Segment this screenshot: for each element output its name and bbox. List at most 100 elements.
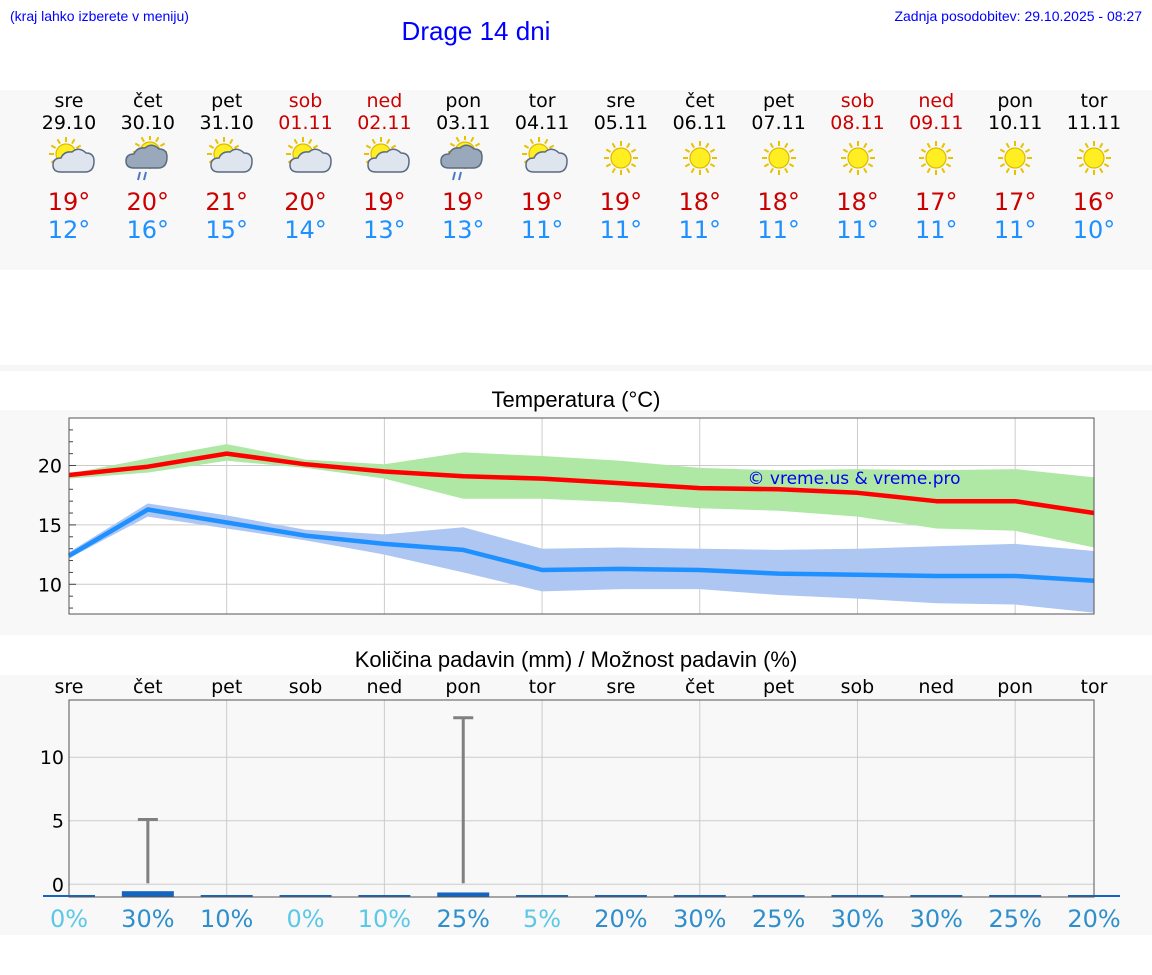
- x-tick-label: ned: [918, 676, 954, 698]
- day-column: pon 03.11 19° 13°: [424, 90, 503, 244]
- day-date: 31.10: [199, 112, 254, 134]
- day-column: čet 30.10 20° 16°: [108, 90, 187, 244]
- sun-cloud-icon: [49, 137, 95, 173]
- sun-cloud-rain-icon: [125, 136, 168, 181]
- max-temperature: 19°: [363, 188, 406, 216]
- min-temperature: 11°: [836, 216, 879, 244]
- day-column: sob 08.11 18° 11°: [818, 90, 897, 244]
- sun-icon: [761, 141, 796, 175]
- day-date: 29.10: [41, 112, 97, 134]
- max-temperature-line: [68, 451, 1095, 516]
- day-date: 02.11: [357, 112, 412, 134]
- precipitation-bar: [437, 892, 490, 897]
- x-tick-label: ned: [366, 676, 402, 698]
- y-tick-label: 10: [40, 747, 64, 769]
- day-name: ned: [918, 90, 955, 112]
- day-column: sre 29.10 19° 12°: [30, 90, 109, 244]
- day-date: 09.11: [909, 112, 964, 134]
- sun-cloud-icon: [522, 137, 568, 173]
- x-tick-label: pon: [997, 676, 1033, 698]
- day-name: sre: [54, 90, 84, 112]
- day-date: 01.11: [278, 112, 333, 134]
- min-temperature: 16°: [126, 216, 170, 244]
- min-temperature: 14°: [284, 216, 327, 244]
- day-date: 03.11: [436, 112, 491, 134]
- day-name: ned: [366, 90, 403, 112]
- day-date: 07.11: [751, 112, 806, 134]
- location-hint: (kraj lahko izberete v meniju): [10, 8, 189, 24]
- day-column: pet 31.10 21° 15°: [187, 90, 266, 244]
- day-column: pet 07.11 18° 11°: [739, 90, 818, 244]
- max-temperature: 20°: [284, 188, 327, 216]
- day-name: čet: [685, 90, 715, 112]
- max-temperature: 19°: [47, 188, 91, 216]
- sun-cloud-icon: [285, 137, 332, 173]
- min-temperature: 15°: [205, 216, 248, 244]
- day-column: sob 01.11 20° 14°: [266, 90, 345, 244]
- min-temperature: 11°: [993, 216, 1037, 244]
- min-temperature-line: [67, 507, 1095, 583]
- day-date: 05.11: [593, 112, 649, 134]
- day-column: sre 05.11 19° 11°: [581, 90, 660, 244]
- min-temperature: 11°: [520, 216, 564, 244]
- day-name: pon: [997, 90, 1034, 112]
- precipitation-bar: [200, 895, 253, 897]
- max-temperature: 19°: [442, 188, 485, 216]
- precipitation-bar: [121, 891, 174, 897]
- sun-icon: [603, 141, 638, 175]
- x-tick-label: sob: [289, 676, 323, 698]
- min-temperature: 13°: [363, 216, 406, 244]
- sun-icon: [919, 141, 954, 175]
- last-updated: Zadnja posodobitev: 29.10.2025 - 08:27: [894, 8, 1142, 24]
- sun-cloud-rain-icon: [440, 136, 484, 181]
- max-range-band: [69, 444, 1094, 548]
- day-name: pon: [445, 90, 482, 112]
- plot-area: [69, 700, 1094, 897]
- y-tick-label: 5: [52, 811, 64, 833]
- day-date: 06.11: [672, 112, 727, 134]
- x-tick-label: pon: [445, 676, 481, 698]
- precipitation-probability: 25%: [988, 905, 1041, 933]
- max-temperature: 17°: [915, 188, 958, 216]
- precipitation-probability: 0%: [286, 905, 324, 933]
- precipitation-bar: [279, 895, 332, 897]
- day-date: 11.11: [1066, 112, 1122, 134]
- day-column: čet 06.11 18° 11°: [660, 90, 739, 244]
- y-tick-label: 15: [38, 515, 62, 537]
- day-column: pon 10.11 17° 11°: [976, 90, 1055, 244]
- max-temperature: 19°: [520, 188, 564, 216]
- day-name: tor: [528, 90, 556, 112]
- x-tick-label: tor: [1081, 676, 1108, 698]
- precipitation-probability: 30%: [910, 905, 963, 933]
- y-tick-label: 0: [52, 874, 64, 896]
- day-column: tor 11.11 16° 10°: [1055, 90, 1134, 244]
- precipitation-bar: [516, 895, 569, 897]
- x-tick-label: čet: [685, 676, 715, 698]
- precipitation-chart: sre 0% čet 30% pet 10% sob 0% ned 10% pon 25% tor 5% s…: [40, 676, 1121, 933]
- sun-cloud-icon: [206, 137, 253, 173]
- day-date: 04.11: [514, 112, 570, 134]
- precipitation-bar: [831, 895, 884, 897]
- precipitation-probability: 20%: [1067, 905, 1120, 933]
- precipitation-probability: 30%: [121, 905, 174, 933]
- min-temperature: 13°: [442, 216, 485, 244]
- precipitation-probability: 10%: [200, 905, 253, 933]
- min-temperature: 11°: [757, 216, 800, 244]
- precipitation-probability: 30%: [831, 905, 884, 933]
- precipitation-bar: [752, 895, 805, 897]
- day-name: pet: [211, 90, 243, 112]
- x-tick-label: čet: [133, 676, 163, 698]
- day-name: čet: [133, 90, 163, 112]
- min-temperature: 12°: [47, 216, 91, 244]
- precipitation-probability: 10%: [358, 905, 411, 933]
- precipitation-chart-title: Količina padavin (mm) / Možnost padavin …: [354, 647, 798, 672]
- precipitation-bar: [594, 895, 647, 897]
- precipitation-bar: [910, 895, 963, 897]
- y-tick-label: 20: [38, 456, 62, 478]
- x-tick-label: pet: [211, 676, 242, 698]
- x-tick-label: pet: [763, 676, 794, 698]
- plot-frame: [68, 699, 1095, 898]
- day-date: 08.11: [830, 112, 885, 134]
- sun-icon: [1077, 141, 1111, 175]
- temperature-chart-title: Temperatura (°C): [491, 387, 661, 412]
